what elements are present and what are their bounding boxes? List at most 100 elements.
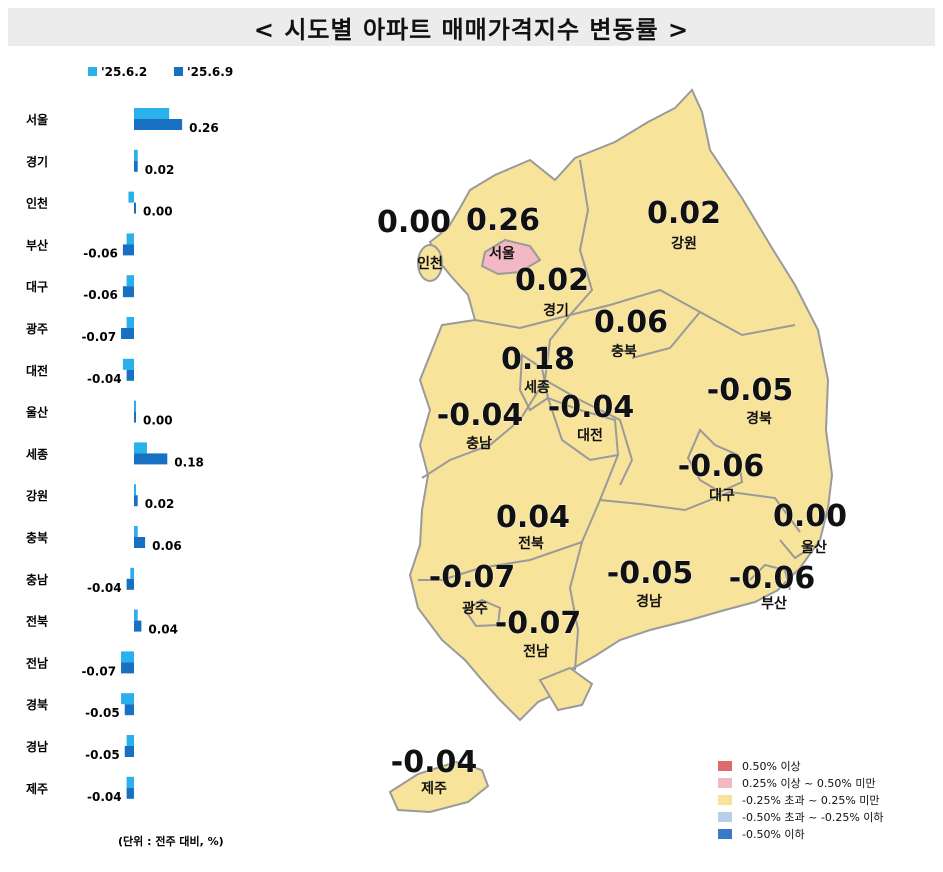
category-label: 인천 bbox=[26, 196, 48, 211]
title-bar: < 시도별 아파트 매매가격지수 변동률 > bbox=[8, 8, 935, 46]
chart-row: 경북 -0.05 bbox=[26, 693, 134, 720]
category-label: 전북 bbox=[26, 614, 48, 629]
bar-curr bbox=[124, 704, 134, 716]
data-label: -0.06 bbox=[83, 288, 118, 302]
data-label: 0.02 bbox=[145, 497, 175, 511]
region-value: -0.05 bbox=[707, 373, 793, 408]
bar-prev bbox=[126, 233, 134, 245]
category-label: 경기 bbox=[26, 154, 48, 169]
region-name: 강원 bbox=[671, 235, 697, 252]
region-name: 광주 bbox=[462, 600, 488, 617]
region-name: 대구 bbox=[709, 488, 735, 504]
data-label: -0.07 bbox=[81, 664, 116, 678]
data-label: 0.00 bbox=[143, 205, 173, 219]
category-label: 경북 bbox=[26, 698, 48, 712]
data-label: -0.05 bbox=[85, 706, 120, 720]
region-name: 서울 bbox=[489, 245, 515, 262]
bar-prev bbox=[134, 108, 170, 119]
region-value: -0.04 bbox=[437, 398, 523, 433]
bar-prev bbox=[134, 400, 136, 412]
region-name: 전남 bbox=[523, 643, 549, 660]
data-label: 0.00 bbox=[143, 414, 173, 428]
chart-row: 전남 -0.07 bbox=[26, 651, 134, 678]
map-legend-swatch bbox=[718, 811, 732, 822]
legend-label: '25.6.9 bbox=[187, 65, 233, 79]
region-value: 0.06 bbox=[594, 305, 668, 340]
data-label: 0.04 bbox=[148, 623, 178, 637]
region-value: 0.00 bbox=[773, 499, 847, 534]
map-legend-swatch bbox=[718, 828, 732, 839]
data-label: -0.04 bbox=[87, 372, 122, 386]
category-label: 충북 bbox=[26, 530, 48, 545]
data-label: 0.18 bbox=[174, 455, 204, 469]
chart-row: 경남 -0.05 bbox=[26, 735, 134, 762]
chart-row: 제주 -0.04 bbox=[26, 776, 134, 804]
chart-row: 부산 -0.06 bbox=[26, 233, 134, 260]
chart-legend: '25.6.2 '25.6.9 bbox=[88, 65, 233, 79]
region-value: -0.06 bbox=[729, 561, 815, 596]
bar-curr bbox=[126, 787, 134, 799]
bar-curr bbox=[121, 328, 134, 339]
region-value: 0.18 bbox=[501, 342, 575, 377]
map-legend-swatch bbox=[718, 760, 732, 771]
chart-row: 세종 0.18 bbox=[26, 442, 204, 469]
bar-prev bbox=[134, 484, 136, 496]
region-name: 충남 bbox=[466, 435, 492, 452]
bar-curr bbox=[134, 119, 183, 130]
category-label: 대구 bbox=[26, 280, 48, 294]
bar-curr bbox=[134, 537, 146, 548]
bar-curr bbox=[134, 495, 138, 507]
data-label: -0.05 bbox=[85, 748, 120, 762]
bar-curr bbox=[134, 620, 142, 632]
bar-curr bbox=[124, 746, 134, 757]
region-name: 세종 bbox=[524, 380, 550, 396]
region-name: 부산 bbox=[761, 595, 787, 612]
map-legend-label: -0.25% 초과 ~ 0.25% 미만 bbox=[742, 793, 880, 807]
bar-prev bbox=[134, 149, 138, 161]
map-legend: 0.50% 이상 0.25% 이상 ~ 0.50% 미만 -0.25% 초과 ~ 0… bbox=[718, 757, 884, 842]
legend-swatch bbox=[88, 67, 97, 76]
chart-row: 대전 -0.04 bbox=[26, 358, 134, 386]
map-legend-item: 0.50% 이상 bbox=[718, 757, 884, 774]
map-legend-swatch bbox=[718, 777, 732, 788]
chart-row: 울산 0.00 bbox=[26, 400, 173, 428]
chart-row: 광주 -0.07 bbox=[26, 317, 134, 344]
region-name: 경기 bbox=[543, 302, 569, 319]
map-legend-label: -0.50% 이하 bbox=[742, 827, 805, 841]
chart-row: 대구 -0.06 bbox=[26, 275, 134, 302]
bar-curr bbox=[134, 160, 138, 172]
map-legend-label: 0.50% 이상 bbox=[742, 759, 801, 773]
bar-prev bbox=[134, 442, 147, 454]
bar-chart: '25.6.2'25.6.9서울0.26경기0.02인천0.00부산-0.06대… bbox=[26, 65, 233, 848]
map-borders bbox=[418, 159, 811, 671]
bar-curr bbox=[122, 244, 134, 256]
map-legend-label: 0.25% 이상 ~ 0.50% 미만 bbox=[742, 776, 876, 790]
region-value: 0.02 bbox=[515, 263, 589, 298]
category-label: 광주 bbox=[26, 321, 48, 336]
chart-row: 충북 0.06 bbox=[26, 526, 182, 553]
region-value: -0.07 bbox=[495, 606, 581, 641]
page-title: < 시도별 아파트 매매가격지수 변동률 > bbox=[253, 15, 690, 44]
region-value: 0.00 bbox=[377, 205, 451, 240]
data-label: 0.06 bbox=[152, 539, 182, 553]
bar-prev bbox=[126, 275, 134, 287]
chart-row: 경기 0.02 bbox=[26, 149, 174, 177]
bar-curr bbox=[126, 578, 134, 590]
region-value: 0.02 bbox=[647, 196, 721, 231]
legend-swatch bbox=[174, 67, 183, 76]
category-label: 강원 bbox=[26, 489, 48, 503]
region-value: -0.06 bbox=[678, 449, 764, 484]
chart-row: 강원 0.02 bbox=[26, 484, 174, 511]
region-name: 제주 bbox=[421, 781, 447, 797]
category-label: 전남 bbox=[26, 655, 48, 670]
legend-label: '25.6.2 bbox=[101, 65, 147, 79]
bar-prev bbox=[134, 526, 138, 537]
category-label: 울산 bbox=[26, 405, 48, 420]
chart-row: 전북 0.04 bbox=[26, 609, 178, 637]
region-value: -0.04 bbox=[548, 390, 634, 425]
map-southern-islands bbox=[538, 666, 594, 712]
data-label: -0.06 bbox=[83, 246, 118, 260]
map-legend-item: -0.50% 초과 ~ -0.25% 이하 bbox=[718, 808, 884, 825]
